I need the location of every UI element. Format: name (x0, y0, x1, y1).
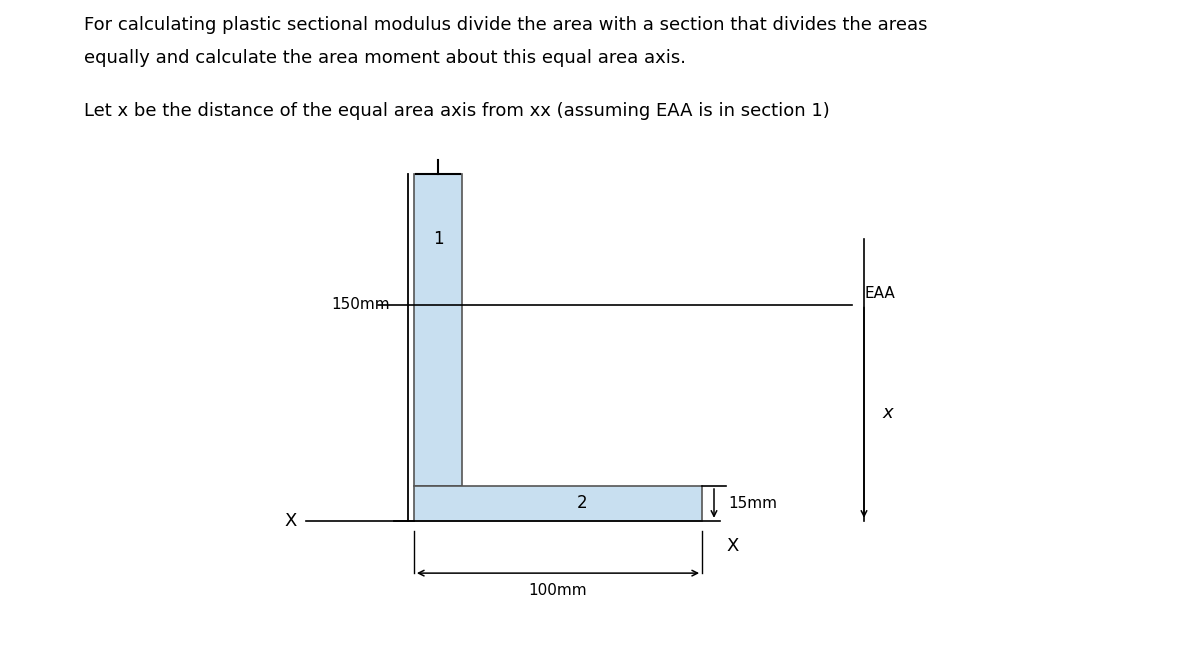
Text: 1: 1 (433, 230, 443, 248)
Text: equally and calculate the area moment about this equal area axis.: equally and calculate the area moment ab… (84, 49, 686, 67)
Text: 100mm: 100mm (529, 583, 587, 598)
Bar (414, 486, 702, 521)
Text: X: X (726, 537, 738, 555)
Text: x: x (882, 403, 893, 422)
Bar (414, 174, 462, 486)
Text: For calculating plastic sectional modulus divide the area with a section that di: For calculating plastic sectional modulu… (84, 16, 928, 34)
Text: 150mm: 150mm (331, 297, 390, 312)
Text: Let x be the distance of the equal area axis from xx (assuming EAA is in section: Let x be the distance of the equal area … (84, 102, 829, 119)
Text: 15mm: 15mm (728, 496, 778, 511)
Text: EAA: EAA (864, 286, 895, 301)
Text: X: X (284, 512, 296, 530)
Text: 2: 2 (577, 495, 587, 512)
